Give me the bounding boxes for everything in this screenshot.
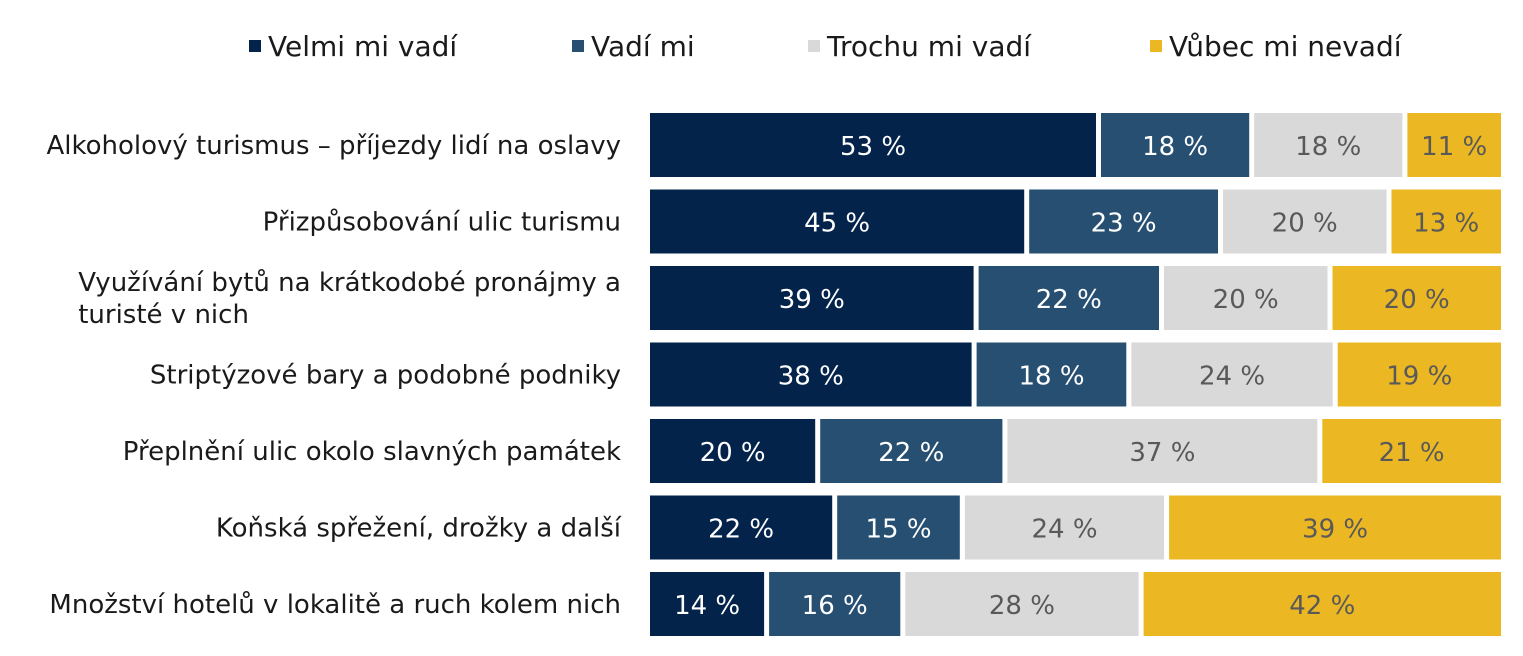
bar-segment-vadi-mi xyxy=(1101,113,1250,177)
bar-segment-vubec-mi-nevadi xyxy=(1337,342,1501,407)
data-label: 20 % xyxy=(1213,285,1279,315)
data-label: 22 % xyxy=(708,515,774,545)
bar-segment-velmi-mi-vadi xyxy=(650,495,833,560)
data-label: 39 % xyxy=(779,285,845,315)
data-label: 16 % xyxy=(802,591,868,621)
legend-label-velmi-mi-vadi: Velmi mi vadí xyxy=(268,30,458,63)
legend-label-vubec-mi-nevadi: Vůbec mi nevadí xyxy=(1169,30,1403,63)
bar-segment-trochu-mi-vadi xyxy=(1223,189,1387,254)
data-label: 11 % xyxy=(1421,132,1487,162)
bars: 53 % 18 % 18 % 11 % 45 % 23 % 20 % 13 % 39 % 22 %… xyxy=(650,113,1501,636)
data-label: 45 % xyxy=(804,209,870,239)
data-label: 37 % xyxy=(1129,438,1195,468)
bar-segment-trochu-mi-vadi xyxy=(1007,419,1318,483)
legend-label-vadi-mi: Vadí mi xyxy=(591,30,695,63)
data-label: 21 % xyxy=(1379,438,1445,468)
category-label: Přeplnění ulic okolo slavných památek xyxy=(123,437,621,467)
data-label: 22 % xyxy=(1036,285,1102,315)
legend-swatch-vadi-mi xyxy=(572,40,584,52)
bar-segment-trochu-mi-vadi xyxy=(964,495,1165,560)
bar-segment-vubec-mi-nevadi xyxy=(1322,419,1501,483)
bar-segment-vubec-mi-nevadi xyxy=(1391,189,1501,254)
data-label: 28 % xyxy=(989,591,1055,621)
data-label: 38 % xyxy=(778,362,844,392)
category-label: Množství hotelů v lokalitě a ruch kolem … xyxy=(49,590,621,620)
bar-segment-vadi-mi xyxy=(1029,189,1218,254)
bar-segment-velmi-mi-vadi xyxy=(650,266,974,330)
category-label: Alkoholový turismus – příjezdy lidí na o… xyxy=(46,131,621,161)
legend-label-trochu-mi-vadi: Trochu mi vadí xyxy=(826,30,1032,63)
bar-segment-vubec-mi-nevadi xyxy=(1407,113,1501,177)
bar-segment-trochu-mi-vadi xyxy=(1164,266,1328,330)
category-label: Přizpůsobování ulic turismu xyxy=(263,208,621,238)
bar-segment-velmi-mi-vadi xyxy=(650,342,972,407)
legend-swatch-trochu-mi-vadi xyxy=(808,40,820,52)
bar-segment-vadi-mi xyxy=(820,419,1003,483)
data-label: 19 % xyxy=(1386,362,1452,392)
legend-swatch-velmi-mi-vadi xyxy=(249,40,261,52)
data-label: 14 % xyxy=(674,591,740,621)
bar-segment-trochu-mi-vadi xyxy=(905,572,1139,636)
data-label: 42 % xyxy=(1289,591,1355,621)
bar-segment-vadi-mi xyxy=(837,495,960,560)
bar-segment-velmi-mi-vadi xyxy=(650,572,765,636)
bar-segment-vadi-mi xyxy=(978,266,1159,330)
data-label: 39 % xyxy=(1302,515,1368,545)
bar-segment-trochu-mi-vadi xyxy=(1131,342,1333,407)
category-label: Koňská spřežení, drožky a další xyxy=(216,514,622,544)
data-label: 18 % xyxy=(1018,362,1084,392)
bar-segment-vubec-mi-nevadi xyxy=(1169,495,1501,560)
bar-segment-velmi-mi-vadi xyxy=(650,113,1096,177)
bar-segment-velmi-mi-vadi xyxy=(650,189,1025,254)
legend: Velmi mi vadí Vadí mi Trochu mi vadí Vůbec … xyxy=(249,30,1403,63)
bar-segment-velmi-mi-vadi xyxy=(650,419,816,483)
category-label: Striptýzové bary a podobné podniky xyxy=(150,361,621,391)
bar-segment-vadi-mi xyxy=(769,572,901,636)
data-label: 20 % xyxy=(700,438,766,468)
data-label: 53 % xyxy=(840,132,906,162)
data-label: 18 % xyxy=(1295,132,1361,162)
data-label: 20 % xyxy=(1384,285,1450,315)
data-label: 18 % xyxy=(1142,132,1208,162)
data-label: 22 % xyxy=(878,438,944,468)
legend-swatch-vubec-mi-nevadi xyxy=(1150,40,1162,52)
data-label: 13 % xyxy=(1413,209,1479,239)
bar-segment-vubec-mi-nevadi xyxy=(1143,572,1501,636)
bar-segment-vadi-mi xyxy=(976,342,1127,407)
bar-segment-trochu-mi-vadi xyxy=(1254,113,1403,177)
bar-segment-vubec-mi-nevadi xyxy=(1332,266,1501,330)
data-label: 15 % xyxy=(865,515,931,545)
data-label: 23 % xyxy=(1091,209,1157,239)
data-label: 20 % xyxy=(1272,209,1338,239)
data-label: 24 % xyxy=(1031,515,1097,545)
data-label: 24 % xyxy=(1199,362,1265,392)
category-labels: Alkoholový turismus – příjezdy lidí na o… xyxy=(46,131,621,620)
